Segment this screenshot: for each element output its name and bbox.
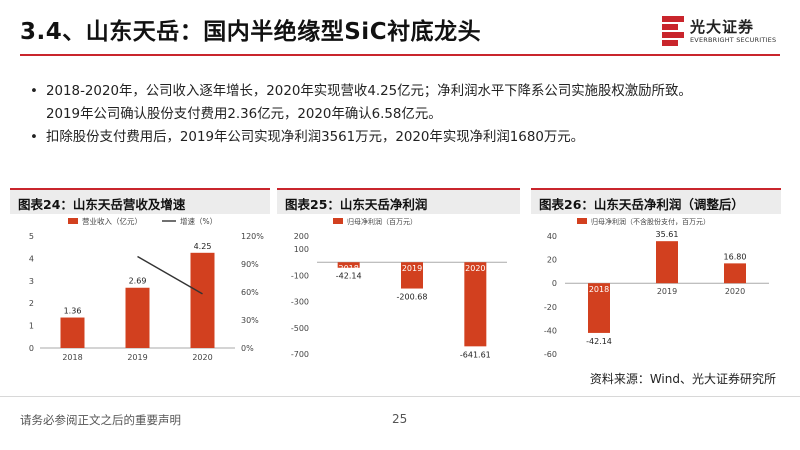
y-tick-label: 0 (552, 279, 557, 288)
chart-title: 图表26：山东天岳净利润（调整后） (539, 197, 744, 212)
data-label: 16.80 (724, 252, 747, 261)
data-label: 35.61 (656, 230, 679, 239)
net-profit-chart: 200 100 -100 -300 -500 -700 2018-42.14 2019 -200… (291, 217, 507, 359)
bullet-item: • 2018-2020年，公司收入逐年增长，2020年实现营收4.25亿元；净利… (30, 80, 780, 126)
data-label: -42.14 (586, 337, 612, 346)
legend-swatch (68, 218, 78, 224)
x-tick-label: 2019 (127, 353, 147, 362)
data-label: 1.36 (64, 307, 82, 316)
brand-logo: 光大证券 EVERBRIGHT SECURITIES (662, 14, 790, 52)
data-label: 4.25 (194, 242, 212, 251)
chart-panel-revenue: 图表24：山东天岳营收及增速 0 1 2 3 4 5 0% 30% 60% 90% 120% 1.36… (10, 188, 270, 368)
page-title: 3.4、山东天岳：国内半绝缘型SiC衬底龙头 (20, 19, 482, 45)
y-tick-label: -60 (544, 350, 557, 359)
x-tick-label: 2020 (465, 264, 485, 273)
bar (656, 241, 678, 284)
bar (125, 287, 150, 348)
y-tick-label: 4 (29, 254, 34, 263)
x-tick-label: 2018 (338, 264, 358, 273)
chart-panel-adjusted-net-profit: 图表26：山东天岳净利润（调整后） 40 20 0 -20 -40 -60 2018 -42.… (531, 188, 781, 368)
adjusted-net-profit-chart: 40 20 0 -20 -40 -60 2018 -42.14 2019 35.61 2020 16.… (544, 217, 769, 359)
legend-label: 营业收入（亿元） (82, 216, 142, 226)
growth-line (137, 255, 203, 295)
y-tick-label: 200 (294, 232, 309, 241)
chart-panel-net-profit: 图表25：山东天岳净利润 200 100 -100 -300 -500 -700 2018-… (277, 188, 520, 368)
bullet-marker: • (30, 130, 38, 145)
y-tick-label: -100 (291, 271, 309, 280)
bar (337, 262, 360, 268)
legend-swatch (333, 218, 343, 224)
x-tick-label: 2018 (589, 285, 609, 294)
everbright-logo-icon (662, 16, 684, 46)
revenue-chart: 0 1 2 3 4 5 0% 30% 60% 90% 120% 1.36 2018 2.69 2019 4.2… (29, 216, 264, 362)
y-tick-label: -300 (291, 298, 309, 307)
data-label: -200.68 (397, 293, 428, 302)
source-note: 资料来源：Wind、光大证券研究所 (589, 372, 776, 386)
bullet-line: 扣除股份支付费用后，2019年公司实现净利润3561万元，2020年实现净利润1… (46, 130, 585, 145)
y-tick-label: 100 (294, 245, 309, 254)
bullet-list: • 2018-2020年，公司收入逐年增长，2020年实现营收4.25亿元；净利… (30, 80, 780, 149)
bullet-item: • 扣除股份支付费用后，2019年公司实现净利润3561万元，2020年实现净利… (30, 126, 780, 149)
y-tick-label: 40 (547, 232, 557, 241)
x-tick-label: 2019 (402, 264, 422, 273)
title-rule (20, 54, 780, 56)
y-tick-label: 3 (29, 277, 34, 286)
chart-title: 图表25：山东天岳净利润 (285, 197, 428, 212)
legend-label: 归母净利润（不含股份支付，百万元） (591, 217, 710, 226)
data-label: 2.69 (129, 277, 147, 286)
bullet-line: 2018-2020年，公司收入逐年增长，2020年实现营收4.25亿元；净利润水… (46, 84, 692, 99)
y-tick-label: -20 (544, 303, 557, 312)
bar (464, 262, 487, 347)
y-tick-label: -500 (291, 324, 309, 333)
y2-tick-label: 0% (241, 344, 254, 353)
chart-header: 图表26：山东天岳净利润（调整后） (531, 188, 781, 214)
y2-tick-label: 120% (241, 232, 264, 241)
bar (190, 252, 215, 348)
bar (588, 283, 610, 333)
y-tick-label: 20 (547, 256, 557, 265)
footer-rule (0, 396, 800, 397)
data-label: -641.61 (460, 350, 491, 359)
chart-title: 图表24：山东天岳营收及增速 (18, 197, 186, 212)
y-tick-label: -700 (291, 350, 309, 359)
disclaimer-footer: 请务必参阅正文之后的重要声明 (20, 413, 181, 427)
y-tick-label: 1 (29, 322, 34, 331)
y2-tick-label: 30% (241, 316, 259, 325)
bullet-marker: • (30, 84, 38, 99)
y-tick-label: 0 (29, 344, 34, 353)
logo-subtitle: EVERBRIGHT SECURITIES (690, 36, 777, 44)
x-tick-label: 2020 (192, 353, 212, 362)
x-tick-label: 2018 (62, 353, 82, 362)
y2-tick-label: 60% (241, 288, 259, 297)
bar (724, 263, 746, 284)
legend-label: 增速（%） (180, 216, 217, 226)
bullet-line: 2019年公司确认股份支付费用2.36亿元，2020年确认6.58亿元。 (46, 107, 442, 122)
bar (401, 262, 423, 289)
x-tick-label: 2019 (657, 287, 677, 296)
y-tick-label: 2 (29, 299, 34, 308)
y-tick-label: -40 (544, 326, 557, 335)
chart-header: 图表25：山东天岳净利润 (277, 188, 520, 214)
y2-tick-label: 90% (241, 260, 259, 269)
page-number: 25 (392, 412, 408, 426)
logo-name: 光大证券 (690, 18, 755, 36)
chart-header: 图表24：山东天岳营收及增速 (10, 188, 270, 214)
legend-swatch (577, 218, 587, 224)
data-label: -42.14 (336, 272, 362, 281)
bar (60, 317, 85, 348)
x-tick-label: 2020 (725, 287, 745, 296)
legend-label: 归母净利润（百万元） (347, 217, 417, 226)
y-tick-label: 5 (29, 232, 34, 241)
